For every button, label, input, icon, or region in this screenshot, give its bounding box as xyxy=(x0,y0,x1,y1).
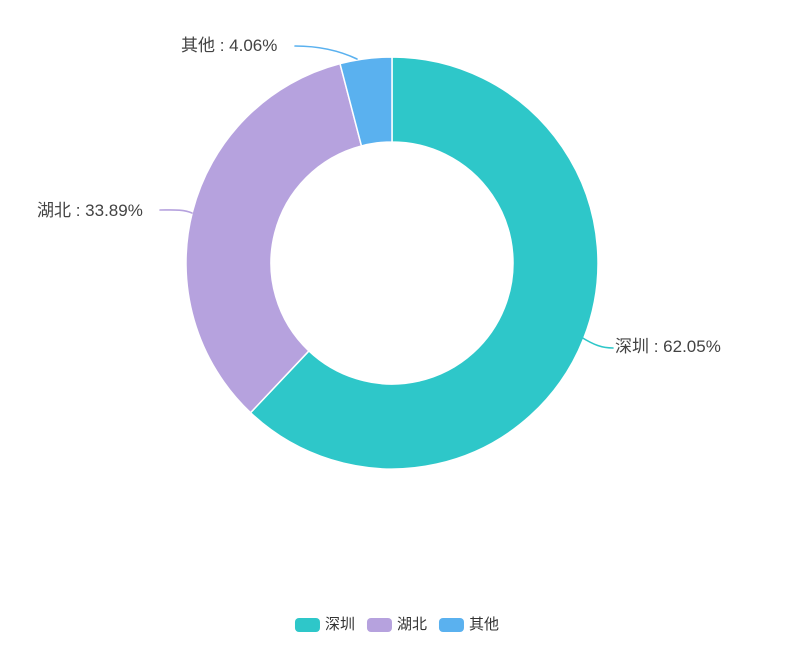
label-qita: 其他 : 4.06% xyxy=(181,36,278,55)
slice-qita[interactable] xyxy=(339,56,393,147)
label-hubei: 湖北 : 33.89% xyxy=(37,201,143,220)
legend-item-qita[interactable]: 其他 xyxy=(439,617,499,633)
donut-slices xyxy=(185,56,599,470)
leader-line-shenzhen xyxy=(580,336,614,349)
legend-label-shenzhen: 深圳 xyxy=(324,616,355,633)
label-shenzhen: 深圳 : 62.05% xyxy=(615,337,721,356)
slice-shenzhen[interactable] xyxy=(249,56,599,470)
slice-hubei[interactable] xyxy=(185,62,363,414)
legend-label-qita: 其他 xyxy=(469,616,500,633)
legend-label-hubei: 湖北 xyxy=(396,616,428,633)
leader-line-hubei xyxy=(159,209,193,214)
legend-item-shenzhen[interactable]: 深圳 xyxy=(294,616,355,633)
legend-swatch-qita xyxy=(439,618,465,632)
leader-line-qita xyxy=(294,45,358,60)
legend-item-hubei[interactable]: 湖北 xyxy=(366,616,428,633)
legend-swatch-shenzhen xyxy=(294,618,320,632)
legend-swatch-hubei xyxy=(366,618,392,632)
legend: 深圳 湖北 其他 xyxy=(294,616,499,633)
